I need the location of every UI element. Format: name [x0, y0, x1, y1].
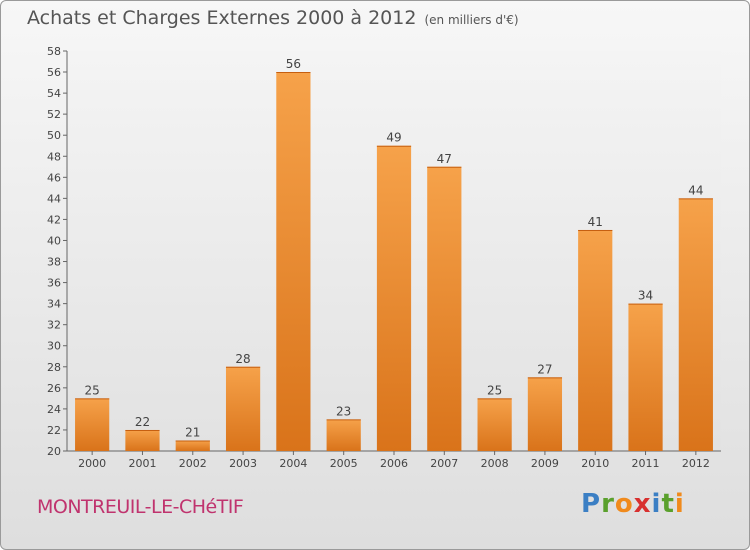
y-tick-label: 44 [47, 192, 61, 205]
y-tick-label: 42 [47, 213, 61, 226]
y-tick-label: 22 [47, 424, 61, 437]
bar [326, 419, 361, 451]
bar-value-label: 28 [235, 352, 250, 366]
x-tick-label: 2006 [380, 457, 408, 470]
bar-value-label: 27 [537, 362, 552, 376]
chart-unit-label: (en milliers d'€) [424, 13, 519, 27]
bar-value-label: 44 [688, 183, 703, 197]
bar [175, 440, 210, 451]
chart-title-text: Achats et Charges Externes 2000 à 2012 [27, 7, 417, 29]
bar [276, 72, 311, 451]
brand-letter: x [633, 489, 652, 519]
bar [225, 366, 261, 451]
brand-letter: P [581, 489, 602, 519]
x-tick-label: 2005 [330, 457, 358, 470]
bar [628, 303, 663, 451]
y-tick-label: 48 [47, 150, 61, 163]
y-tick-label: 40 [47, 234, 61, 247]
y-tick-label: 20 [47, 445, 61, 458]
y-tick-label: 50 [47, 129, 61, 142]
brand-letter: r [601, 489, 615, 519]
x-tick-label: 2009 [531, 457, 559, 470]
y-tick-label: 28 [47, 361, 61, 374]
y-tick-label: 32 [47, 319, 61, 332]
bar-value-label: 41 [588, 215, 603, 229]
y-tick-label: 58 [47, 45, 61, 58]
bar [125, 429, 160, 451]
chart-title: Achats et Charges Externes 2000 à 2012 (e… [27, 7, 519, 29]
bar-value-label: 49 [386, 131, 401, 145]
x-tick-label: 2003 [229, 457, 257, 470]
bar-value-label: 25 [85, 383, 100, 397]
y-tick-label: 26 [47, 382, 61, 395]
bar [678, 198, 713, 451]
bar-value-label: 23 [336, 404, 351, 418]
brand-letter: i [674, 489, 685, 519]
y-tick-label: 38 [47, 256, 61, 269]
bar [477, 398, 512, 451]
x-tick-label: 2010 [581, 457, 609, 470]
x-tick-label: 2008 [481, 457, 509, 470]
brand-letter: t [661, 489, 675, 519]
x-tick-label: 2012 [682, 457, 710, 470]
bar [578, 229, 613, 451]
y-tick-label: 24 [47, 403, 61, 416]
bar-value-label: 25 [487, 383, 502, 397]
y-tick-label: 34 [47, 298, 61, 311]
y-tick-label: 54 [47, 87, 61, 100]
y-tick-label: 56 [47, 66, 61, 79]
x-tick-label: 2001 [128, 457, 156, 470]
x-tick-label: 2011 [632, 457, 660, 470]
x-tick-label: 2000 [78, 457, 106, 470]
bar [427, 166, 462, 451]
bar-value-label: 56 [286, 57, 301, 71]
bar [75, 398, 110, 451]
y-tick-label: 36 [47, 277, 61, 290]
bar [376, 145, 412, 451]
bar-value-label: 21 [185, 425, 200, 439]
bar-value-label: 47 [437, 152, 452, 166]
bar [527, 377, 563, 451]
y-tick-label: 46 [47, 171, 61, 184]
x-tick-label: 2007 [430, 457, 458, 470]
x-tick-label: 2002 [179, 457, 207, 470]
x-tick-label: 2004 [279, 457, 307, 470]
brand-logo: Proxiti [581, 489, 685, 519]
brand-letter: o [614, 489, 634, 519]
bar-value-label: 34 [638, 289, 653, 303]
location-name: MONTREUIL-LE-CHéTIF [37, 496, 244, 518]
y-tick-label: 30 [47, 340, 61, 353]
y-tick-label: 52 [47, 108, 61, 121]
bar-value-label: 22 [135, 415, 150, 429]
brand-letter: i [651, 489, 662, 519]
